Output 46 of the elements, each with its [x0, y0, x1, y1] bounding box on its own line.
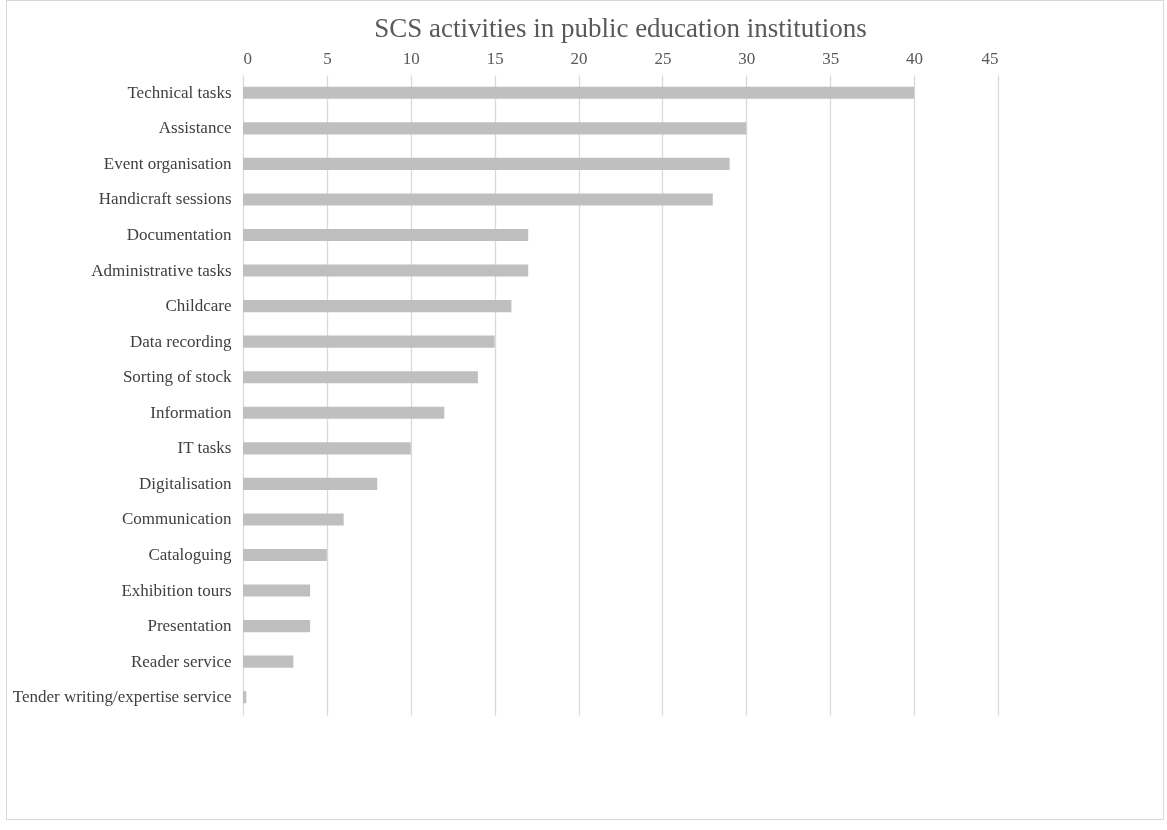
y-tick-label: Information	[150, 402, 232, 422]
y-tick-label: Assistance	[158, 118, 232, 138]
y-tick-label: Cataloguing	[148, 545, 232, 564]
x-tick-label: 45	[981, 48, 999, 68]
bar	[243, 371, 478, 384]
bar	[243, 335, 495, 348]
y-tick-label: Tender writing/expertise service	[12, 687, 232, 707]
y-tick-label: Childcare	[165, 296, 232, 316]
x-tick-label: 25	[654, 48, 672, 68]
bar	[243, 157, 730, 170]
bar	[243, 548, 327, 562]
bar	[243, 300, 512, 313]
y-tick-label: Communication	[121, 509, 232, 529]
y-tick-label: Exhibition tours	[121, 580, 232, 600]
y-tick-label: Sorting of stock	[122, 367, 232, 387]
bar	[243, 122, 747, 135]
x-tick-label: 10	[402, 48, 420, 68]
y-tick-label: Data recording	[130, 331, 232, 351]
bar	[243, 86, 915, 99]
bar	[243, 584, 311, 597]
y-tick-label: Digitalisation	[138, 473, 232, 493]
y-tick-label: IT tasks	[177, 438, 232, 458]
bar	[243, 620, 311, 633]
bar	[243, 442, 411, 455]
y-tick-label: Documentation	[126, 225, 232, 244]
x-tick-label: 30	[738, 48, 756, 68]
y-tick-label: Administrative tasks	[91, 260, 232, 280]
chart-title: SCS activities in public education institutions	[374, 13, 867, 43]
x-tick-label: 40	[906, 48, 924, 68]
bar	[243, 193, 713, 206]
y-tick-label: Presentation	[147, 616, 232, 636]
y-tick-label: Event organisation	[103, 153, 232, 173]
bar	[243, 513, 344, 526]
bar	[243, 228, 529, 242]
y-tick-label: Handicraft sessions	[98, 189, 232, 209]
x-tick-label: 15	[486, 48, 504, 68]
x-tick-label: 5	[323, 48, 332, 68]
bar	[243, 655, 294, 668]
x-tick-label: 20	[570, 48, 588, 68]
y-tick-label: Reader service	[130, 651, 232, 671]
x-tick-label: 0	[243, 48, 252, 68]
x-tick-label: 35	[822, 48, 840, 68]
y-tick-label: Technical tasks	[127, 82, 232, 102]
bar	[243, 264, 529, 277]
bar	[243, 406, 445, 419]
bar	[243, 477, 378, 490]
